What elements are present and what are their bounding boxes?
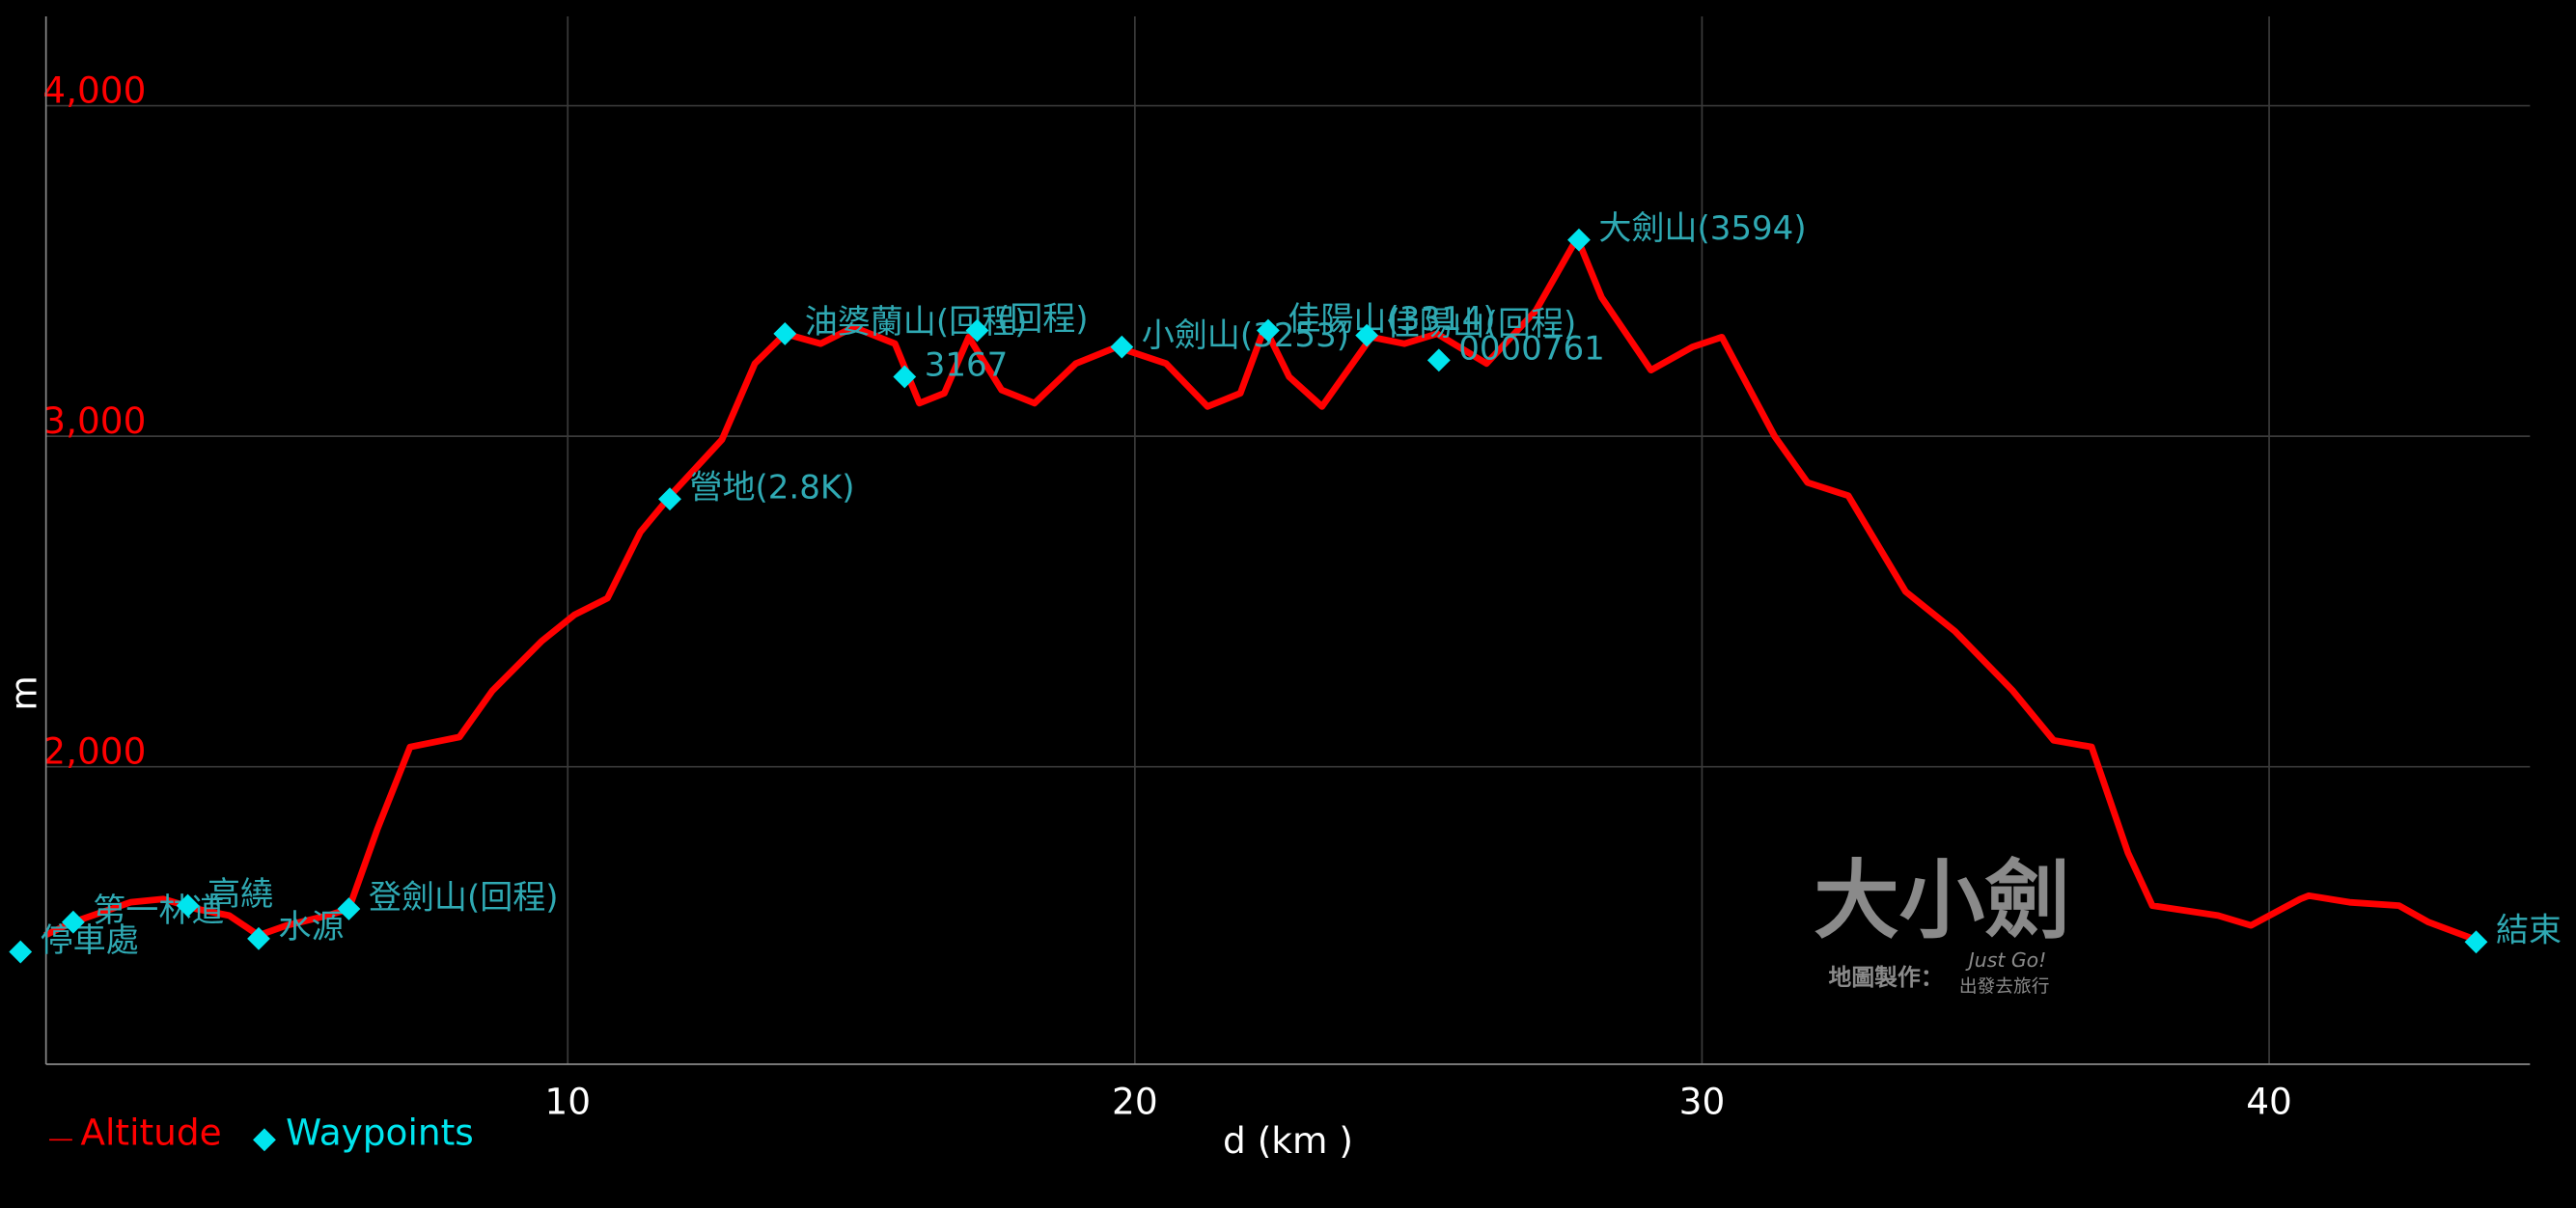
watermark-brand: 出發去旅行: [1959, 977, 2050, 998]
waypoint-label: 佳陽山(回程): [1387, 305, 1577, 343]
waypoint-marker: [2464, 930, 2488, 954]
waypoint-marker: [965, 318, 989, 343]
watermark-credit: 地圖製作：: [1829, 964, 1944, 991]
waypoint-marker: [658, 487, 681, 511]
waypoint-label: 結束: [2496, 912, 2562, 950]
x-tick-label: 20: [1112, 1080, 1158, 1122]
waypoint-label: 水源: [278, 908, 344, 947]
waypoint-marker: [176, 893, 200, 918]
waypoint-label: 佳陽山(3314): [1288, 300, 1495, 339]
y-tick-label: 2,000: [42, 730, 146, 773]
waypoint-label: (回程): [997, 300, 1089, 339]
legend-label: Altitude: [80, 1112, 221, 1154]
waypoint-label: 第一林道: [93, 892, 224, 930]
waypoint-marker: [1426, 348, 1451, 372]
waypoint-marker: [61, 910, 85, 934]
waypoint-label: 高繞: [208, 875, 273, 914]
waypoint-label: 3167: [925, 346, 1009, 385]
waypoint-label: 登劍山(回程): [369, 878, 559, 917]
watermark-signature: Just Go!: [1965, 948, 2047, 972]
waypoint-label: 大劍山(3594): [1598, 209, 1806, 248]
waypoint-label: 小劍山(3253): [1142, 316, 1349, 355]
waypoint-label: 停車處: [41, 921, 139, 960]
waypoint-label: 0000761: [1458, 330, 1605, 369]
waypoint-label: 油婆蘭山(回程): [805, 303, 1028, 342]
y-tick-label: 3,000: [42, 399, 146, 442]
x-tick-label: 30: [1679, 1080, 1726, 1122]
y-axis-label: m: [3, 675, 45, 710]
altitude-line: [43, 234, 2475, 943]
legend-label: Waypoints: [286, 1112, 474, 1154]
y-tick-label: 4,000: [42, 69, 146, 111]
x-tick-label: 10: [544, 1080, 591, 1122]
waypoint-marker: [1257, 318, 1280, 343]
watermark-title: 大小劍: [1814, 851, 2070, 950]
waypoint-label: 營地(2.8K): [689, 469, 854, 508]
waypoint-marker: [9, 940, 33, 964]
x-axis-label: d (km ): [1223, 1119, 1353, 1162]
x-tick-label: 40: [2246, 1080, 2292, 1122]
